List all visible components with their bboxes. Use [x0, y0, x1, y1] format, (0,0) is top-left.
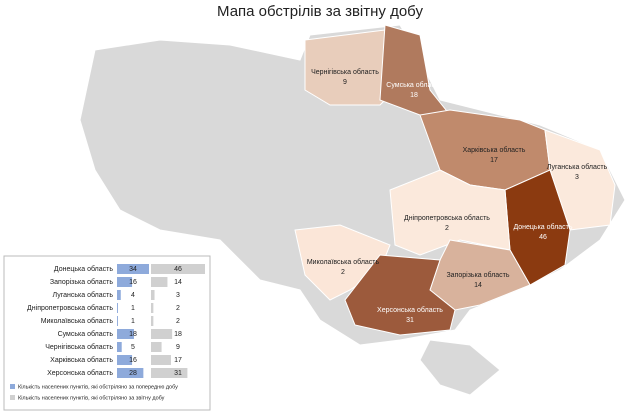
previous-bar — [117, 368, 144, 378]
region-name: Луганська область — [547, 163, 608, 171]
current-value: 14 — [174, 279, 182, 286]
current-value: 31 — [174, 370, 182, 377]
row-region: Дніпропетровська область — [27, 304, 113, 312]
region-value: 2 — [445, 225, 449, 232]
row-region: Луганська область — [53, 291, 114, 299]
current-bar — [151, 264, 205, 274]
current-bar — [151, 290, 155, 300]
current-bar — [151, 316, 154, 326]
regions: Чернігівська область 9 Сумська область 18 Ха… — [294, 24, 616, 336]
row-region: Запорізька область — [50, 278, 113, 286]
previous-value: 5 — [131, 344, 135, 351]
current-value: 9 — [176, 344, 180, 351]
previous-value: 34 — [129, 266, 137, 273]
row-region: Миколаївська область — [41, 317, 114, 325]
row-region: Харківська область — [50, 356, 113, 364]
current-value: 17 — [174, 357, 182, 364]
current-bar — [151, 329, 173, 339]
current-value: 3 — [176, 292, 180, 299]
previous-value: 4 — [131, 292, 135, 299]
previous-bar — [117, 264, 149, 274]
title: Мапа обстрілів за звітну добу — [217, 3, 423, 20]
region-name: Чернігівська область — [311, 68, 379, 76]
legend-swatch — [10, 384, 15, 389]
region-name: Сумська область — [386, 81, 442, 89]
previous-value: 16 — [129, 357, 137, 364]
region-name: Запорізька область — [446, 271, 509, 279]
region — [344, 254, 456, 336]
previous-bar — [117, 355, 133, 365]
table-box — [3, 255, 211, 411]
previous-value: 1 — [131, 318, 135, 325]
row-region: Сумська область — [58, 330, 114, 338]
region-value: 18 — [410, 92, 418, 99]
previous-bar — [117, 290, 121, 300]
current-bar — [151, 355, 171, 365]
region-name: Херсонська область — [377, 306, 443, 314]
region-value: 31 — [406, 317, 414, 324]
previous-bar — [117, 342, 122, 352]
current-bar — [151, 303, 154, 313]
legend-label: Кількість населених пунктів, які обстріл… — [18, 384, 178, 390]
current-bar — [151, 342, 162, 352]
region — [304, 29, 391, 106]
legend-swatch — [10, 395, 15, 400]
current-bar — [151, 277, 168, 287]
current-value: 18 — [174, 331, 182, 338]
previous-value: 1 — [131, 305, 135, 312]
current-value: 46 — [174, 266, 182, 273]
previous-bar — [117, 303, 118, 313]
current-value: 2 — [176, 318, 180, 325]
previous-bar — [117, 316, 118, 326]
region-value: 9 — [343, 79, 347, 86]
region — [379, 24, 452, 116]
previous-value: 18 — [129, 331, 137, 338]
row-region: Херсонська область — [47, 369, 113, 377]
row-region: Донецька область — [54, 265, 113, 273]
current-value: 2 — [176, 305, 180, 312]
region-value: 14 — [474, 282, 482, 289]
region-name: Дніпропетровська область — [404, 214, 490, 222]
region-name: Харківська область — [463, 146, 526, 154]
previous-value: 16 — [129, 279, 137, 286]
previous-bar — [117, 329, 134, 339]
region-value: 17 — [490, 157, 498, 164]
previous-value: 28 — [129, 370, 137, 377]
previous-bar — [117, 277, 133, 287]
row-region: Чернігівська область — [45, 343, 113, 351]
crimea — [419, 339, 501, 396]
region-value: 3 — [575, 174, 579, 181]
region-name: Донецька область — [513, 223, 572, 231]
region-value: 46 — [539, 234, 547, 241]
region-value: 2 — [341, 269, 345, 276]
region-name: Миколаївська область — [307, 258, 380, 266]
current-bar — [151, 368, 188, 378]
legend-label: Кількість населених пунктів, які обстріл… — [18, 395, 165, 401]
